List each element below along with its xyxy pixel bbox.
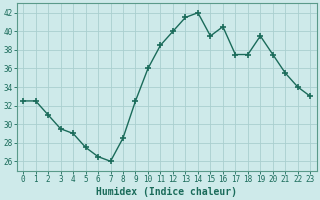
X-axis label: Humidex (Indice chaleur): Humidex (Indice chaleur): [96, 186, 237, 197]
